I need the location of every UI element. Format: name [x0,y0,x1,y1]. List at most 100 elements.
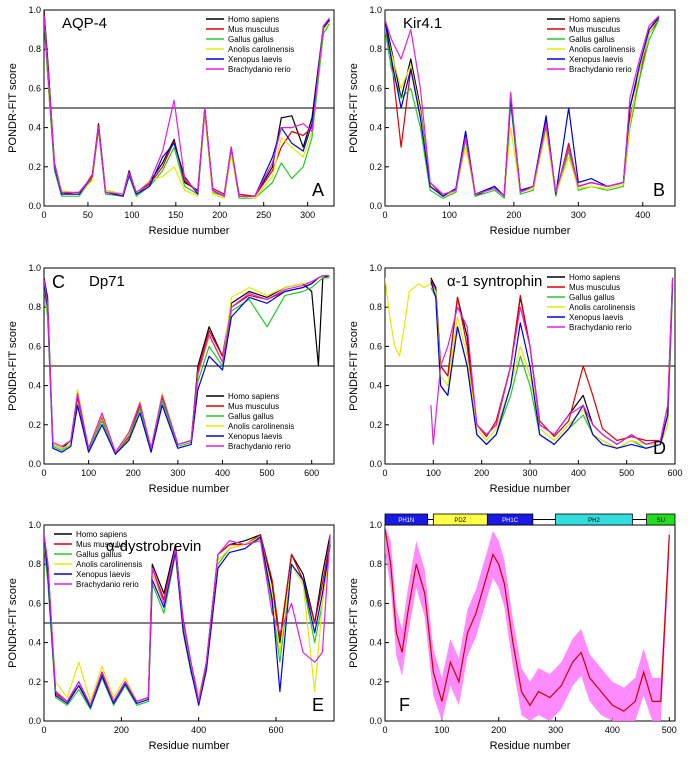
x-tick-label: 0 [382,210,387,220]
y-tick-label: 0.4 [28,381,41,391]
plot-area [44,534,334,710]
panel-title: AQP-4 [62,15,107,32]
plot-area [44,10,334,199]
x-tick-label: 600 [667,468,682,478]
x-tick-label: 400 [571,468,586,478]
y-tick-label: 0.2 [369,420,382,430]
y-tick-label: 0.8 [369,44,382,54]
legend-label: Homo sapiens [569,273,620,282]
panel-title: α-1 syntrophin [447,273,542,290]
domain-label: PH2 [588,518,600,524]
plot-area [44,275,334,455]
x-axis-label: Residue number [490,483,571,495]
y-tick-label: 0.4 [369,381,382,391]
y-tick-label: 0.0 [28,716,41,726]
x-tick-label: 100 [81,468,96,478]
legend-label: Gallus gallus [569,293,615,302]
y-tick-label: 0.6 [28,341,41,351]
x-tick-label: 0 [41,468,46,478]
legend-label: Anolis carolinensis [228,422,294,431]
plot-area [385,525,670,721]
legend-label: Mus musculus [228,402,279,411]
y-tick-label: 0.6 [369,83,382,93]
series-line-anolis-carolinensis [385,277,674,449]
legend-label: Brachydanio rerio [569,323,632,332]
domain-box [486,513,534,526]
y-tick-label: 0.6 [28,83,41,93]
x-tick-label: 300 [571,210,586,220]
x-tick-label: 400 [191,725,206,735]
legend-label: Anolis carolinensis [76,560,142,569]
domain-label: PH1C [502,518,519,524]
y-axis-label: PONDR-FIT score [348,63,360,153]
x-tick-label: 100 [124,210,139,220]
legend-label: Homo sapiens [569,15,620,24]
domain-label: SU [657,518,665,524]
y-axis-label: PONDR-FIT score [348,578,360,668]
chart-panel-E: 0.0 0.2 0.4 0.6 0.8 1.0 0 200 400 600 Residue numb… [7,520,335,752]
panel-title: α-dystrobrevin [106,538,201,555]
legend-label: Gallus gallus [76,550,122,559]
domain-label: PH1N [398,518,414,524]
legend-label: Gallus gallus [569,35,615,44]
x-tick-label: 0 [41,725,46,735]
x-tick-label: 250 [256,210,271,220]
x-tick-label: 0 [382,468,387,478]
y-tick-label: 0.2 [28,162,41,172]
legend-label: Homo sapiens [76,530,127,539]
y-tick-label: 0.4 [28,638,41,648]
y-tick-label: 0.0 [369,201,382,211]
x-axis-label: Residue number [490,225,571,237]
x-tick-label: 50 [83,210,93,220]
x-tick-label: 400 [635,210,650,220]
y-axis-label: PONDR-FIT score [7,578,19,668]
x-tick-label: 100 [434,725,449,735]
y-tick-label: 0.0 [28,201,41,211]
series-line-brachydanio-rerio [44,534,331,706]
x-tick-label: 600 [268,725,283,735]
domain-box [384,513,429,526]
panel-letter: F [399,695,410,715]
plot-area [385,15,675,199]
plot-area [385,277,675,449]
x-tick-label: 500 [619,468,634,478]
y-tick-label: 0.6 [369,341,382,351]
x-tick-label: 200 [474,468,489,478]
x-axis-label: Residue number [490,740,571,752]
x-tick-label: 100 [426,468,441,478]
legend-label: Xenopus laevis [569,313,623,322]
x-axis-label: Residue number [149,225,230,237]
x-tick-label: 300 [548,725,563,735]
y-tick-label: 0.8 [28,559,41,569]
x-tick-label: 300 [522,468,537,478]
y-tick-label: 0.8 [28,302,41,312]
y-tick-label: 1.0 [369,5,382,15]
series-line-brachydanio-rerio [385,15,660,197]
y-tick-label: 0.4 [28,123,41,133]
x-tick-label: 200 [212,210,227,220]
legend-label: Brachydanio rerio [228,65,291,74]
legend-label: Mus musculus [228,25,279,34]
y-tick-label: 0.8 [369,559,382,569]
y-tick-label: 0.4 [369,123,382,133]
series-line-xenopus-laevis [430,281,674,449]
y-tick-label: 0.6 [369,598,382,608]
legend-label: Mus musculus [76,540,127,549]
x-axis-label: Residue number [149,483,230,495]
chart-panel-A: 0.0 0.2 0.4 0.6 0.8 1.0 0 50 100 150 200 250 300 Resi… [7,5,335,237]
legend-label: Xenopus laevis [76,570,130,579]
legend-label: Homo sapiens [228,392,279,401]
x-tick-label: 200 [114,725,129,735]
chart-panel-D: 0.0 0.2 0.4 0.6 0.8 1.0 0 100 200 300 400 500 600 Res… [348,263,683,495]
y-axis-label: PONDR-FIT score [7,63,19,153]
series-line-anolis-carolinensis [44,15,331,199]
domain-label: PDZ [454,518,466,524]
y-tick-label: 0.6 [28,598,41,608]
error-band [385,525,670,721]
y-tick-label: 0.2 [28,677,41,687]
y-tick-label: 0.0 [369,716,382,726]
panel-letter: D [653,438,666,458]
panel-title: Dp71 [89,273,125,290]
x-tick-label: 150 [168,210,183,220]
